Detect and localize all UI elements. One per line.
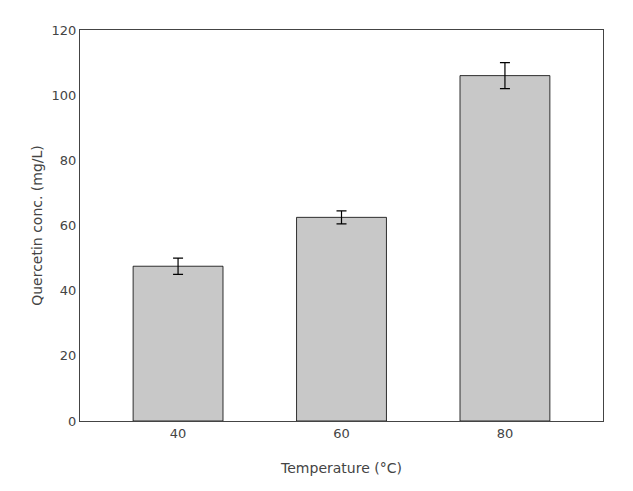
svg-text:80: 80 [497, 426, 514, 441]
svg-text:Temperature (°C): Temperature (°C) [280, 460, 402, 476]
svg-text:80: 80 [60, 153, 77, 168]
svg-text:40: 40 [170, 426, 187, 441]
svg-text:40: 40 [60, 283, 77, 298]
svg-text:Quercetin conc. (mg/L): Quercetin conc. (mg/L) [29, 145, 45, 306]
svg-text:100: 100 [52, 88, 77, 103]
svg-text:20: 20 [60, 348, 77, 363]
svg-text:0: 0 [68, 414, 76, 429]
svg-text:60: 60 [333, 426, 350, 441]
svg-text:60: 60 [60, 218, 77, 233]
svg-text:120: 120 [52, 23, 77, 38]
